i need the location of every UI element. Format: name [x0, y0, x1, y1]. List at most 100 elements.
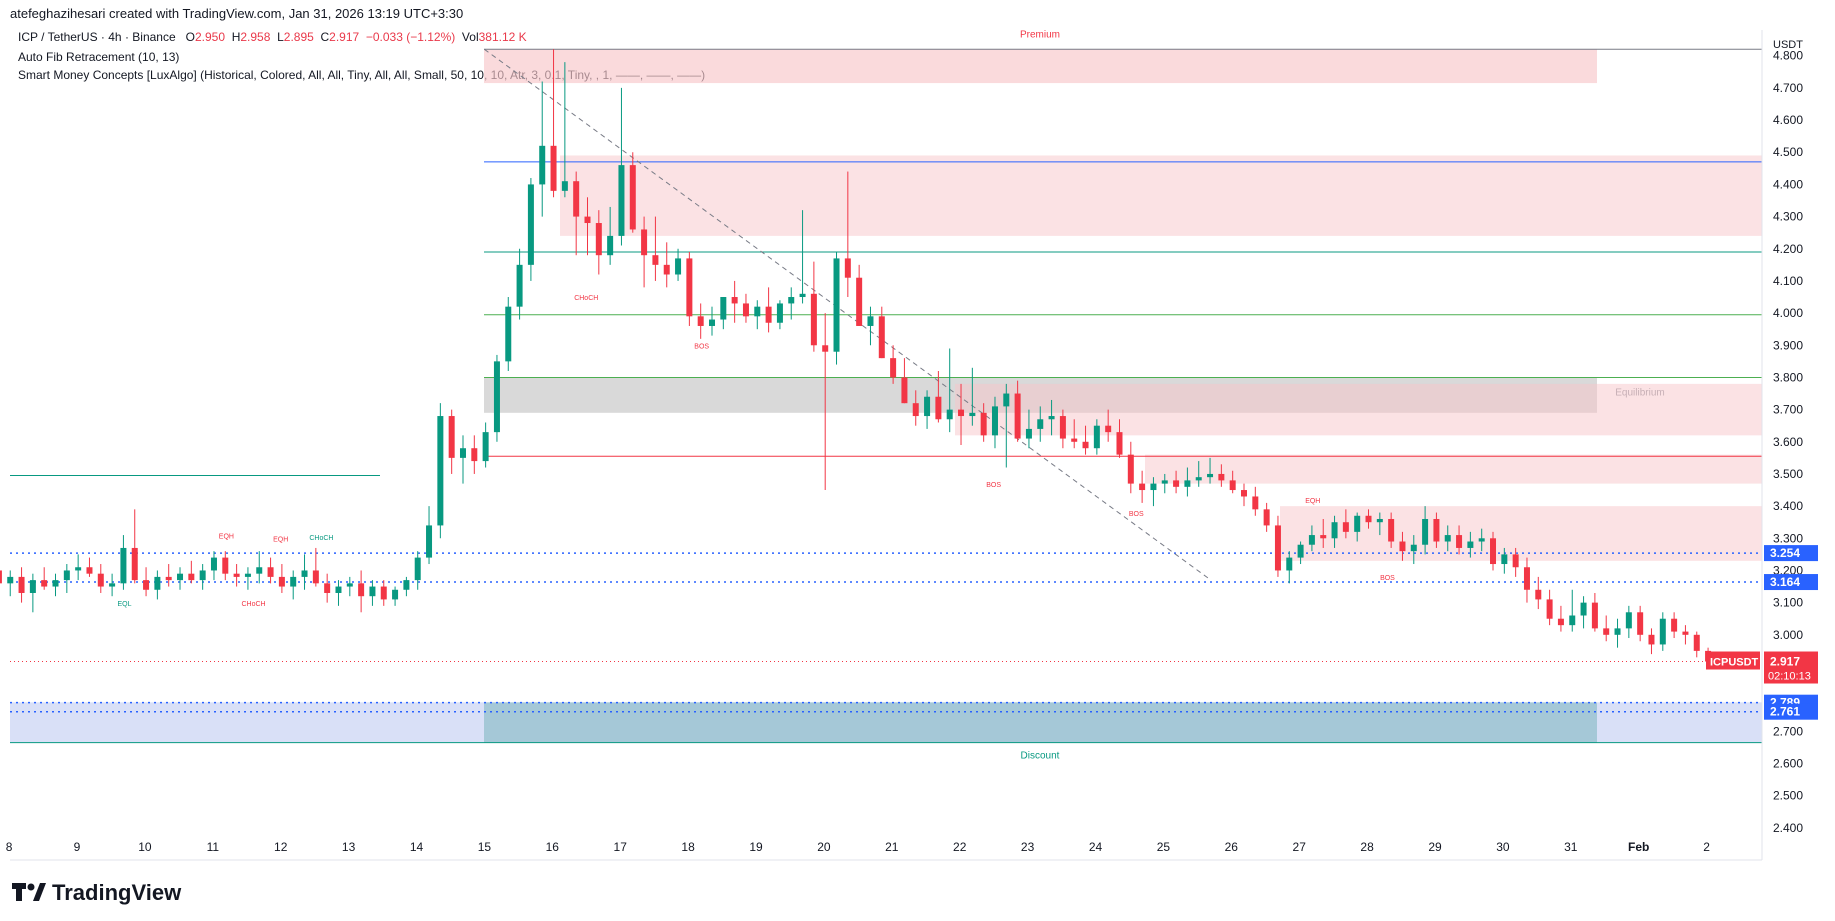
- candle-body: [1240, 490, 1247, 497]
- x-tick-label: 12: [274, 840, 288, 854]
- close-value: 2.917: [329, 30, 360, 44]
- candle-body: [652, 255, 659, 265]
- candle-body: [1342, 522, 1349, 532]
- discount-zone: [484, 702, 1597, 743]
- candle-body: [1433, 518, 1440, 542]
- candle-body: [991, 406, 998, 436]
- candle-body: [1399, 541, 1406, 552]
- structure-label: BOS: [986, 482, 1001, 489]
- candle-body: [901, 377, 908, 404]
- candle-body: [1252, 496, 1259, 510]
- y-tick-label: 4.300: [1773, 210, 1803, 224]
- candle-body: [1331, 522, 1338, 539]
- candle-body: [788, 297, 795, 304]
- candle-body: [890, 358, 897, 378]
- candle-body: [380, 586, 387, 600]
- low-label: L: [277, 30, 284, 44]
- candle-body: [799, 293, 806, 298]
- candle-body: [1478, 538, 1485, 542]
- candle-body: [346, 583, 353, 587]
- symbol-tag-badge: [1706, 651, 1760, 670]
- x-tick-label: 8: [6, 840, 13, 854]
- candle-body: [358, 583, 365, 597]
- y-tick-label: 4.000: [1773, 306, 1803, 320]
- symbol-legend[interactable]: ICP / TetherUS · 4h · Binance O2.950 H2.…: [18, 30, 527, 44]
- candle-body: [18, 576, 25, 593]
- candle-body: [573, 181, 580, 217]
- x-tick-label: 30: [1496, 840, 1510, 854]
- candle-body: [1173, 480, 1180, 487]
- candle-body: [776, 303, 783, 323]
- candle-body: [969, 412, 976, 417]
- candle-body: [335, 586, 342, 593]
- candle-body: [1263, 509, 1270, 526]
- y-tick-label: 3.700: [1773, 403, 1803, 417]
- candle-body: [924, 396, 931, 417]
- candle-body: [1150, 483, 1157, 491]
- candle-body: [324, 583, 331, 593]
- candle-body: [1591, 602, 1598, 629]
- candle-body: [165, 576, 172, 581]
- x-tick-label: 2: [1703, 840, 1710, 854]
- candle-body: [290, 576, 297, 587]
- candle-body: [731, 297, 738, 304]
- candle-body: [1025, 428, 1032, 439]
- bearish-order-block: [1145, 454, 1762, 484]
- bar-countdown: 02:10:13: [1768, 671, 1811, 683]
- y-tick-label: 3.300: [1773, 531, 1803, 545]
- candle-body: [1048, 416, 1055, 420]
- candle-body: [86, 567, 93, 574]
- x-tick-label: 13: [342, 840, 356, 854]
- high-label: H: [231, 30, 241, 44]
- y-tick-label: 3.900: [1773, 338, 1803, 352]
- candle-body: [392, 589, 399, 600]
- candle-body: [1127, 454, 1134, 484]
- x-tick-label: 17: [614, 840, 628, 854]
- last-price-value: 2.917: [1770, 655, 1800, 669]
- x-tick-label: 9: [74, 840, 81, 854]
- bearish-order-block: [955, 383, 1762, 436]
- candle-body: [403, 580, 410, 590]
- y-tick-label: 4.100: [1773, 274, 1803, 288]
- candle-body: [1671, 618, 1678, 632]
- y-tick-label: 4.700: [1773, 81, 1803, 95]
- candle-body: [1320, 535, 1327, 539]
- volume-value: 381.12 K: [478, 30, 527, 44]
- candle-body: [595, 223, 602, 256]
- candle-body: [1207, 473, 1214, 478]
- candle-body: [1274, 525, 1281, 571]
- structure-label: CHoCH: [241, 601, 265, 608]
- price-label-value: 3.254: [1770, 546, 1800, 560]
- candle-body: [1229, 480, 1236, 491]
- structure-label: BOS: [1129, 511, 1144, 518]
- open-value: 2.950: [195, 30, 226, 44]
- candle-body: [550, 145, 557, 191]
- x-tick-label: Feb: [1628, 840, 1649, 854]
- x-tick-label: 19: [749, 840, 763, 854]
- candle-body: [0, 570, 2, 584]
- premium-zone: [484, 49, 1597, 84]
- candle-body: [1003, 393, 1010, 407]
- y-tick-label: 3.100: [1773, 596, 1803, 610]
- candle-body: [41, 580, 48, 587]
- indicator-fib-legend[interactable]: Auto Fib Retracement (10, 13): [18, 50, 180, 64]
- candle-body: [720, 297, 727, 320]
- candle-body: [1456, 535, 1463, 548]
- candle-body: [120, 547, 127, 584]
- brand-name: TradingView: [52, 880, 182, 905]
- candle-body: [7, 576, 14, 584]
- candle-body: [482, 432, 489, 462]
- candle-body: [1354, 515, 1361, 532]
- candle-body: [1059, 416, 1066, 439]
- x-tick-label: 15: [478, 840, 492, 854]
- symbol-name[interactable]: ICP / TetherUS · 4h · Binance: [18, 30, 176, 44]
- chart-attribution: atefeghazihesari created with TradingVie…: [10, 6, 464, 21]
- candle-body: [686, 258, 693, 317]
- x-tick-label: 31: [1564, 840, 1578, 854]
- candle-body: [946, 409, 953, 420]
- volume-label: Vol: [461, 30, 479, 44]
- candle-body: [663, 264, 670, 275]
- candle-body: [1546, 599, 1553, 619]
- price-label-value: 3.164: [1770, 575, 1800, 589]
